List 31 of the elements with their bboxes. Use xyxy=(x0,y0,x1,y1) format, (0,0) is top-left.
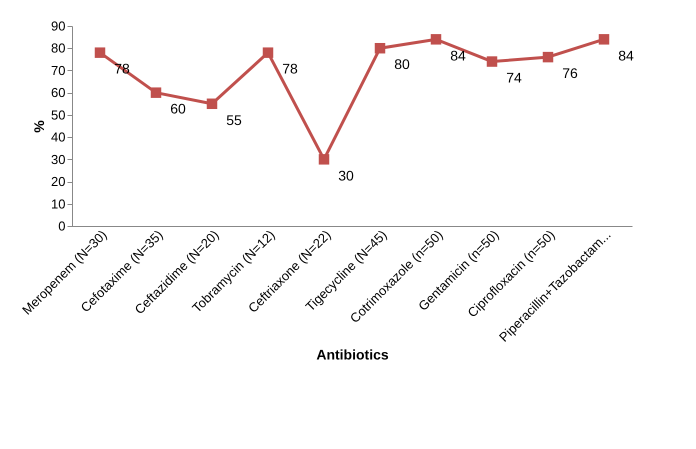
y-tick-label: 50 xyxy=(51,107,66,122)
y-axis-title: % xyxy=(31,120,48,133)
y-tick-label: 70 xyxy=(51,62,66,78)
data-label: 30 xyxy=(338,167,354,184)
data-label: 84 xyxy=(450,47,466,64)
data-label: 84 xyxy=(618,47,634,64)
data-label: 74 xyxy=(506,70,522,86)
y-tick-label: 80 xyxy=(51,40,66,56)
point xyxy=(430,34,442,45)
y-tick-label: 90 xyxy=(51,18,66,34)
data-label: 80 xyxy=(394,56,410,72)
y-tick-label: 40 xyxy=(51,130,66,145)
data-label: 76 xyxy=(562,65,578,82)
point xyxy=(150,87,162,98)
data-label: 55 xyxy=(226,112,242,128)
y-tick-label: 20 xyxy=(51,174,66,190)
y-tick-label: 60 xyxy=(51,85,66,100)
point xyxy=(374,42,386,54)
y-tick-label: 0 xyxy=(58,218,66,234)
point xyxy=(598,34,610,45)
data-label: 78 xyxy=(282,60,298,77)
point xyxy=(318,154,330,165)
point xyxy=(262,47,274,58)
point xyxy=(94,47,106,58)
point xyxy=(542,52,554,62)
data-label: 60 xyxy=(170,100,186,117)
y-tick-label: 10 xyxy=(51,196,66,212)
y-tick-label: 30 xyxy=(51,152,66,167)
x-axis-title: Antibiotics xyxy=(316,346,389,363)
point xyxy=(206,98,218,110)
point xyxy=(486,56,498,67)
